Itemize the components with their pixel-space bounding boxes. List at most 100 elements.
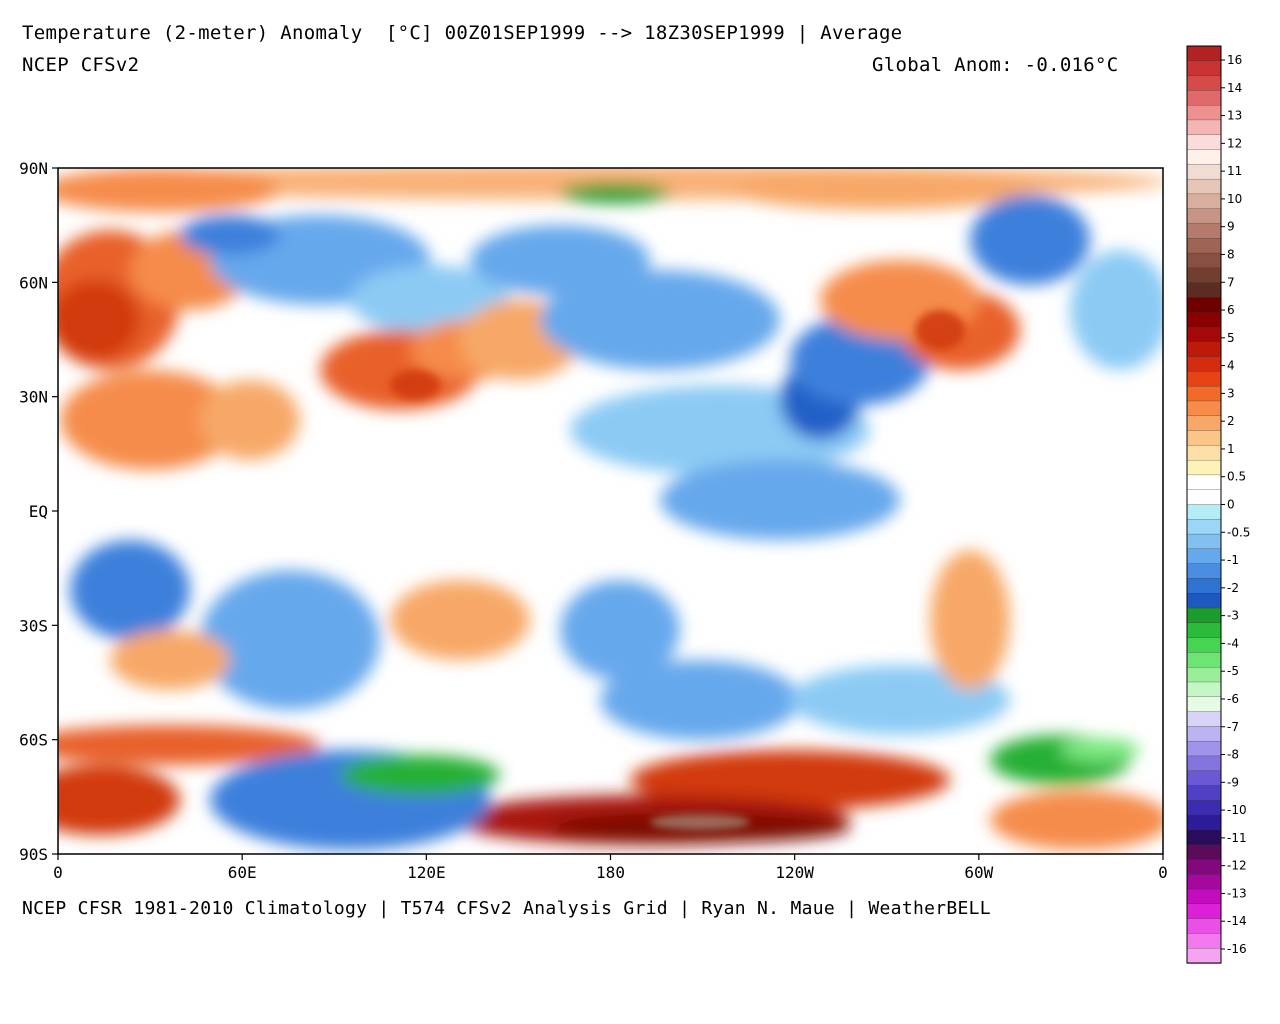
colorbar-swatch	[1186, 178, 1222, 195]
colorbar-swatch	[1186, 193, 1222, 210]
colorbar-swatch	[1186, 607, 1222, 624]
colorbar-swatch	[1186, 223, 1222, 239]
colorbar-swatch	[1186, 622, 1222, 639]
lon-tick-label: 0	[53, 863, 63, 882]
colorbar-swatch	[1186, 548, 1222, 565]
colorbar-label: 14	[1227, 81, 1242, 95]
lon-tick-label: 120E	[407, 863, 446, 882]
colorbar-swatch	[1186, 933, 1222, 949]
colorbar: 16 14 13 12 11 10 9 8 7 6 5 4 3 2 1 0.5 0 -0.5 -1 -2 -3 -4 -5 -…	[1186, 45, 1250, 964]
latitude-axis: 90N 60N 30N EQ 30S 60S 90S	[19, 159, 58, 864]
colorbar-label: -12	[1227, 859, 1247, 873]
colorbar-swatch	[1186, 386, 1222, 402]
colorbar-swatch	[1186, 903, 1222, 920]
colorbar-swatch	[1186, 415, 1222, 432]
colorbar-swatch	[1186, 252, 1222, 269]
lon-tick-label: 120W	[775, 863, 814, 882]
colorbar-label: 1	[1227, 442, 1235, 456]
colorbar-label: 4	[1227, 359, 1235, 373]
colorbar-swatch	[1186, 652, 1222, 668]
colorbar-swatch	[1186, 533, 1222, 550]
colorbar-swatch	[1186, 75, 1222, 92]
colorbar-swatch	[1186, 637, 1222, 654]
colorbar-swatch	[1186, 105, 1222, 121]
lon-tick-label: 60E	[228, 863, 257, 882]
colorbar-swatch	[1186, 844, 1222, 861]
colorbar-swatch	[1186, 874, 1222, 890]
colorbar-label: 6	[1227, 303, 1235, 317]
credits-footer: NCEP CFSR 1981-2010 Climatology | T574 C…	[22, 898, 991, 919]
colorbar-swatch	[1186, 519, 1222, 535]
colorbar-label: -1	[1227, 553, 1239, 567]
lon-tick-label: 180	[596, 863, 625, 882]
longitude-axis: 0 60E 120E 180 120W 60W 0	[53, 854, 1168, 882]
colorbar-swatch	[1186, 563, 1222, 580]
colorbar-label: -0.5	[1227, 525, 1250, 539]
lat-tick-label: 60S	[19, 731, 48, 750]
lat-tick-label: 90S	[19, 845, 48, 864]
colorbar-label: -8	[1227, 748, 1239, 762]
colorbar-swatch	[1186, 474, 1222, 491]
colorbar-swatch	[1186, 504, 1222, 520]
colorbar-swatch	[1186, 60, 1222, 77]
global-anomaly: Global Anom: -0.016°C	[872, 54, 1119, 76]
colorbar-swatch	[1186, 238, 1222, 254]
colorbar-swatch	[1186, 800, 1222, 816]
temperature-anomaly-field	[58, 168, 1163, 854]
colorbar-swatch	[1186, 785, 1222, 801]
lat-tick-label: EQ	[29, 502, 48, 521]
colorbar-label: 11	[1227, 164, 1242, 178]
colorbar-swatch	[1186, 888, 1222, 905]
colorbar-label: 0	[1227, 498, 1235, 512]
colorbar-label: -3	[1227, 609, 1239, 623]
colorbar-swatch	[1186, 740, 1222, 757]
colorbar-swatch	[1186, 681, 1222, 698]
colorbar-label: -6	[1227, 692, 1239, 706]
colorbar-swatch	[1186, 445, 1222, 461]
colorbar-swatch	[1186, 696, 1222, 713]
colorbar-swatch	[1186, 312, 1222, 328]
colorbar-label: -9	[1227, 775, 1239, 789]
colorbar-swatch	[1186, 859, 1222, 875]
colorbar-swatch	[1186, 948, 1222, 964]
colorbar-swatch	[1186, 593, 1222, 609]
colorbar-swatch	[1186, 459, 1222, 476]
colorbar-swatch	[1186, 267, 1222, 284]
colorbar-swatch	[1186, 326, 1222, 343]
colorbar-label: 16	[1227, 53, 1242, 67]
colorbar-label: -11	[1227, 831, 1247, 845]
colorbar-label: 7	[1227, 275, 1235, 289]
colorbar-label: 10	[1227, 192, 1242, 206]
colorbar-label: -7	[1227, 720, 1239, 734]
colorbar-swatch	[1186, 400, 1222, 417]
colorbar-label: -4	[1227, 636, 1239, 650]
map-title: Temperature (2-meter) Anomaly [°C] 00Z01…	[22, 22, 903, 44]
colorbar-label: -13	[1227, 886, 1247, 900]
colorbar-swatch	[1186, 356, 1222, 373]
colorbar-swatch	[1186, 711, 1222, 728]
lat-tick-label: 30N	[19, 388, 48, 407]
colorbar-swatch	[1186, 208, 1222, 225]
colorbar-swatch	[1186, 371, 1222, 387]
lat-tick-label: 90N	[19, 159, 48, 178]
colorbar-swatch	[1186, 755, 1222, 772]
colorbar-label: 13	[1227, 109, 1242, 123]
colorbar-swatch	[1186, 134, 1222, 151]
colorbar-swatch	[1186, 341, 1222, 358]
colorbar-label: 9	[1227, 220, 1235, 234]
colorbar-swatch	[1186, 119, 1222, 136]
model-name: NCEP CFSv2	[22, 54, 140, 76]
colorbar-swatch	[1186, 45, 1222, 62]
colorbar-swatch	[1186, 918, 1222, 935]
colorbar-label: 0.5	[1227, 470, 1246, 484]
colorbar-label: -2	[1227, 581, 1239, 595]
colorbar-swatch	[1186, 149, 1222, 165]
lat-tick-label: 60N	[19, 273, 48, 292]
colorbar-label: 8	[1227, 247, 1235, 261]
colorbar-label: -10	[1227, 803, 1247, 817]
lon-tick-label: 0	[1158, 863, 1168, 882]
colorbar-swatch	[1186, 726, 1222, 742]
colorbar-swatch	[1186, 667, 1222, 683]
colorbar-swatch	[1186, 297, 1222, 313]
